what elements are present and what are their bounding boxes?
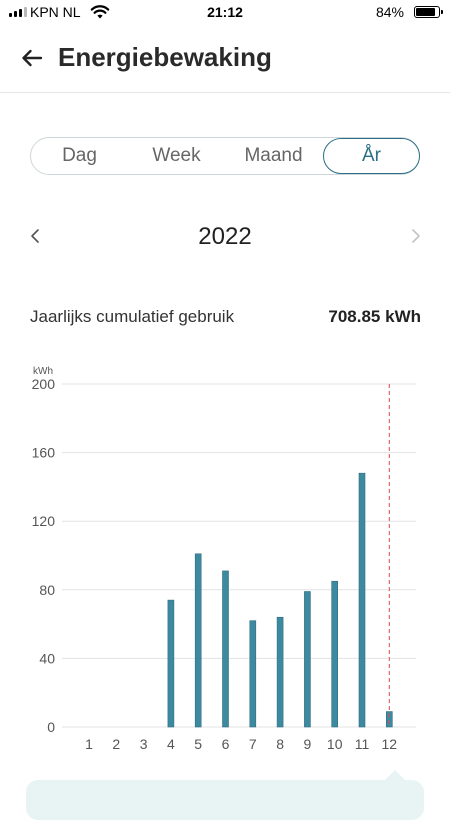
year-navigation: 2022 — [0, 218, 450, 258]
x-tick-label: 11 — [355, 736, 370, 752]
x-tick-label: 9 — [304, 736, 312, 752]
x-tick-label: 4 — [167, 736, 175, 752]
bar-month-8[interactable] — [276, 616, 284, 728]
page-title: Energiebewaking — [58, 42, 272, 72]
bar-month-10[interactable] — [331, 580, 339, 728]
x-tick-label: 6 — [222, 736, 230, 752]
y-tick-label: 0 — [47, 719, 55, 735]
y-tick-label: 40 — [39, 650, 55, 666]
cumulative-usage-label: Jaarlijks cumulatief gebruik — [30, 307, 235, 326]
card-pointer — [385, 770, 405, 780]
status-time: 21:12 — [207, 4, 243, 20]
bar-month-4[interactable] — [167, 599, 175, 728]
bar-month-5[interactable] — [194, 553, 202, 728]
bar-month-11[interactable] — [358, 472, 366, 728]
battery-icon — [414, 6, 443, 18]
x-tick-label: 5 — [194, 736, 202, 752]
y-tick-label: 120 — [32, 513, 56, 529]
bar-month-6[interactable] — [222, 570, 229, 728]
chevron-left-icon[interactable] — [24, 224, 48, 248]
status-bar: KPN NL 21:12 84% — [0, 0, 450, 26]
chevron-right-icon[interactable] — [403, 224, 427, 248]
wifi-icon — [90, 5, 110, 19]
battery-percentage: 84% — [375, 4, 404, 20]
x-tick-label: 7 — [249, 736, 257, 752]
selected-year: 2022 — [198, 223, 252, 250]
y-tick-label: 80 — [39, 582, 55, 598]
y-tick-label: 160 — [32, 445, 56, 461]
cellular-signal-icon — [9, 7, 27, 17]
app-header: Energiebewaking — [0, 26, 450, 93]
x-tick-label: 10 — [327, 736, 343, 752]
y-axis-unit-label: kWh — [33, 366, 53, 377]
x-tick-label: 2 — [112, 736, 120, 752]
cumulative-usage-value: 708.85 kWh — [328, 307, 421, 326]
x-tick-label: 1 — [85, 736, 93, 752]
tab-year[interactable]: År — [323, 138, 420, 174]
bar-month-12[interactable] — [385, 711, 393, 728]
tab-month[interactable]: Maand — [244, 145, 303, 166]
x-tick-label: 3 — [140, 736, 148, 752]
y-tick-label: 200 — [32, 376, 56, 392]
detail-card — [26, 780, 424, 820]
x-tick-label: 8 — [276, 736, 284, 752]
back-arrow-icon[interactable] — [18, 44, 46, 72]
x-tick-label: 12 — [382, 736, 398, 752]
period-tabs: Dag Week Maand År — [30, 137, 420, 175]
tab-week[interactable]: Week — [152, 145, 201, 166]
bar-month-9[interactable] — [304, 591, 311, 728]
bar-month-7[interactable] — [249, 620, 257, 728]
carrier-name: KPN NL — [30, 4, 81, 20]
tab-day[interactable]: Dag — [62, 145, 97, 166]
